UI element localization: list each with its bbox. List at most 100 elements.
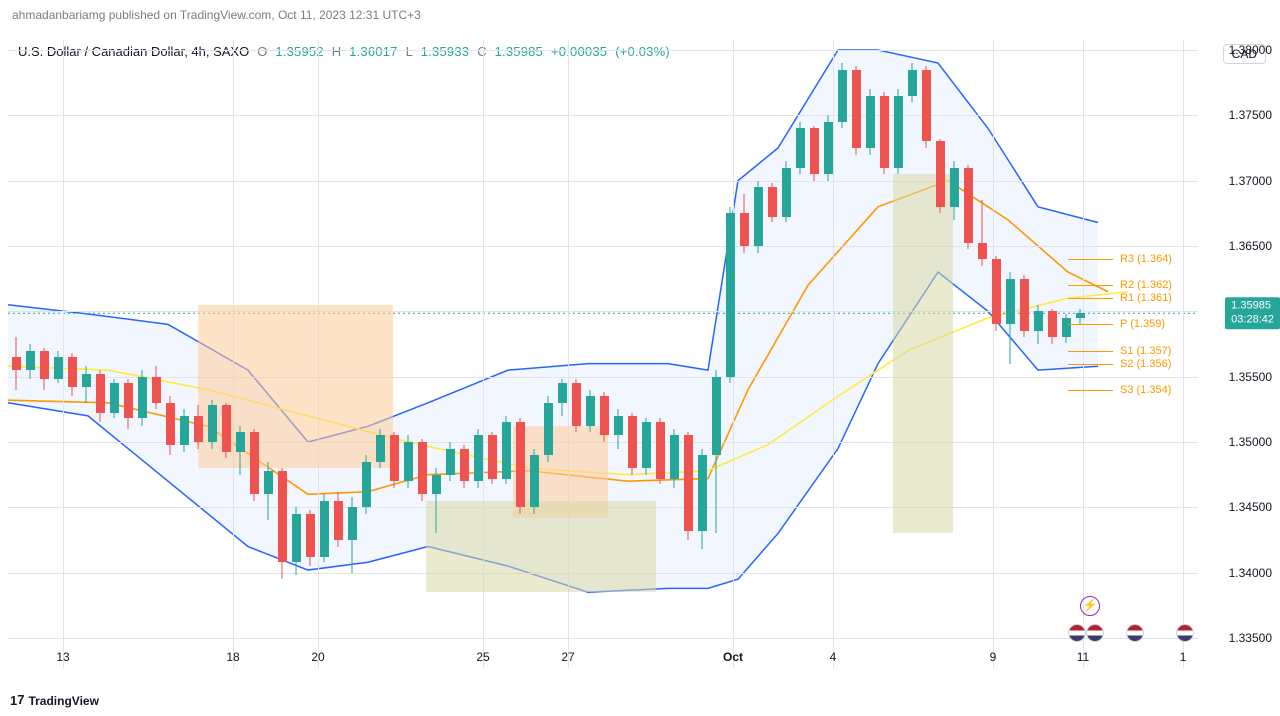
- candle[interactable]: [810, 40, 819, 668]
- candle[interactable]: [852, 40, 861, 668]
- event-flag-icon[interactable]: [1068, 624, 1086, 642]
- candle-body: [908, 70, 917, 96]
- candle[interactable]: [950, 40, 959, 668]
- candle[interactable]: [292, 40, 301, 668]
- price-chart[interactable]: 1318202527Oct49111R3 (1.364)R2 (1.362)R1…: [8, 40, 1198, 668]
- x-tick-label: 1: [1180, 650, 1187, 664]
- candle[interactable]: [1020, 40, 1029, 668]
- y-tick-label: 1.33500: [1229, 631, 1272, 645]
- candle[interactable]: [614, 40, 623, 668]
- candle[interactable]: [586, 40, 595, 668]
- candle[interactable]: [278, 40, 287, 668]
- candle[interactable]: [558, 40, 567, 668]
- candle-body: [54, 357, 63, 379]
- candle[interactable]: [530, 40, 539, 668]
- candle[interactable]: [656, 40, 665, 668]
- candle[interactable]: [446, 40, 455, 668]
- candle[interactable]: [698, 40, 707, 668]
- candle[interactable]: [712, 40, 721, 668]
- candle[interactable]: [572, 40, 581, 668]
- candle[interactable]: [194, 40, 203, 668]
- candle[interactable]: [516, 40, 525, 668]
- candle[interactable]: [964, 40, 973, 668]
- candle[interactable]: [726, 40, 735, 668]
- candle[interactable]: [138, 40, 147, 668]
- candle[interactable]: [1034, 40, 1043, 668]
- candle[interactable]: [880, 40, 889, 668]
- candle-body: [278, 471, 287, 562]
- candle[interactable]: [1076, 40, 1085, 668]
- candle[interactable]: [782, 40, 791, 668]
- candle[interactable]: [306, 40, 315, 668]
- candle[interactable]: [404, 40, 413, 668]
- candle[interactable]: [82, 40, 91, 668]
- event-flag-icon[interactable]: [1126, 624, 1144, 642]
- candle[interactable]: [110, 40, 119, 668]
- candle-body: [264, 471, 273, 495]
- pivot-line: [1068, 324, 1113, 325]
- candle-body: [292, 514, 301, 562]
- candle[interactable]: [54, 40, 63, 668]
- candle[interactable]: [124, 40, 133, 668]
- candle-body: [796, 128, 805, 167]
- candle[interactable]: [796, 40, 805, 668]
- candle[interactable]: [152, 40, 161, 668]
- candle[interactable]: [894, 40, 903, 668]
- candle[interactable]: [264, 40, 273, 668]
- candle[interactable]: [96, 40, 105, 668]
- y-tick-label: 1.35000: [1229, 435, 1272, 449]
- candle-body: [1048, 311, 1057, 337]
- candle[interactable]: [26, 40, 35, 668]
- candle[interactable]: [684, 40, 693, 668]
- candle-body: [614, 416, 623, 436]
- candle[interactable]: [740, 40, 749, 668]
- candle-body: [1006, 279, 1015, 325]
- candle[interactable]: [362, 40, 371, 668]
- candle[interactable]: [166, 40, 175, 668]
- event-flag-icon[interactable]: [1086, 624, 1104, 642]
- candle[interactable]: [642, 40, 651, 668]
- candle[interactable]: [348, 40, 357, 668]
- candle[interactable]: [390, 40, 399, 668]
- candle[interactable]: [460, 40, 469, 668]
- candle[interactable]: [754, 40, 763, 668]
- candle[interactable]: [1006, 40, 1015, 668]
- candle[interactable]: [40, 40, 49, 668]
- candle-body: [68, 357, 77, 387]
- candle[interactable]: [334, 40, 343, 668]
- candle[interactable]: [838, 40, 847, 668]
- candle[interactable]: [628, 40, 637, 668]
- candle[interactable]: [824, 40, 833, 668]
- candle[interactable]: [768, 40, 777, 668]
- grid-line-v: [63, 40, 64, 668]
- candle-body: [1062, 318, 1071, 338]
- candle[interactable]: [1062, 40, 1071, 668]
- candle[interactable]: [866, 40, 875, 668]
- candle[interactable]: [670, 40, 679, 668]
- candle[interactable]: [376, 40, 385, 668]
- candle[interactable]: [502, 40, 511, 668]
- candle[interactable]: [936, 40, 945, 668]
- candle[interactable]: [236, 40, 245, 668]
- candle[interactable]: [1048, 40, 1057, 668]
- event-flag-icon[interactable]: [1176, 624, 1194, 642]
- candle[interactable]: [488, 40, 497, 668]
- candle[interactable]: [208, 40, 217, 668]
- candle[interactable]: [600, 40, 609, 668]
- candle[interactable]: [222, 40, 231, 668]
- candle[interactable]: [68, 40, 77, 668]
- pivot-label: R2 (1.362): [1120, 279, 1172, 291]
- candle[interactable]: [978, 40, 987, 668]
- candle[interactable]: [250, 40, 259, 668]
- candle[interactable]: [180, 40, 189, 668]
- candle[interactable]: [908, 40, 917, 668]
- candle[interactable]: [922, 40, 931, 668]
- candle[interactable]: [418, 40, 427, 668]
- candle[interactable]: [432, 40, 441, 668]
- candle[interactable]: [544, 40, 553, 668]
- candle[interactable]: [12, 40, 21, 668]
- candle[interactable]: [474, 40, 483, 668]
- candle-body: [166, 403, 175, 445]
- candle[interactable]: [992, 40, 1001, 668]
- candle[interactable]: [320, 40, 329, 668]
